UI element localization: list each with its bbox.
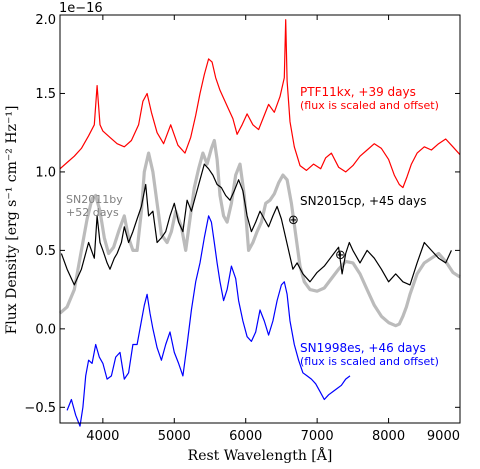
x-tick-label: 7000 <box>301 429 334 444</box>
x-tick-label: 9000 <box>427 429 460 444</box>
series-line-sn2015cp <box>60 163 452 286</box>
telluric-marker-1: ⊕ <box>288 213 299 228</box>
ptf11kx-note: (flux is scaled and offset) <box>300 99 439 112</box>
sn1998es-label: SN1998es, +46 days <box>300 341 426 355</box>
sn2011by-label-line1: SN2011by <box>66 193 123 206</box>
y-tick-label: 1.0 <box>35 165 56 180</box>
x-tick-label: 8000 <box>372 429 405 444</box>
series-line-ptf11kx <box>59 19 461 189</box>
x-tick-label: 4000 <box>86 429 119 444</box>
y-tick-label: 2.0 <box>35 13 56 28</box>
y-multiplier: 1e−16 <box>59 1 103 16</box>
y-tick-label: 0.0 <box>35 322 56 337</box>
series-layer <box>58 19 461 427</box>
series-line-sn1998es <box>66 215 351 427</box>
x-tick-label: 5000 <box>158 429 191 444</box>
x-axis-label: Rest Wavelength [Å] <box>188 446 333 464</box>
y-axis-label: Flux Density [erg s⁻¹ cm⁻² Hz⁻¹] <box>4 106 20 335</box>
plot-frame <box>59 14 461 424</box>
sn2015cp-label: SN2015cp, +45 days <box>300 194 426 208</box>
y-tick-label: −0.5 <box>24 401 56 416</box>
y-tick-label: 1.5 <box>35 87 56 102</box>
sn2011by-label-line2: +52 days <box>66 206 119 219</box>
sn1998es-note: (flux is scaled and offset) <box>300 355 439 368</box>
y-tick-label: 0.5 <box>35 244 56 259</box>
telluric-marker-2: ⊕ <box>335 248 346 263</box>
ptf11kx-label: PTF11kx, +39 days <box>300 85 416 99</box>
series-line-sn2011by <box>58 138 461 328</box>
x-tick-label: 6000 <box>229 429 262 444</box>
tick-layer: 4000 5000 6000 7000 8000 9000 −0.5 0.0 0.5 1.0 1.5… <box>24 13 461 444</box>
